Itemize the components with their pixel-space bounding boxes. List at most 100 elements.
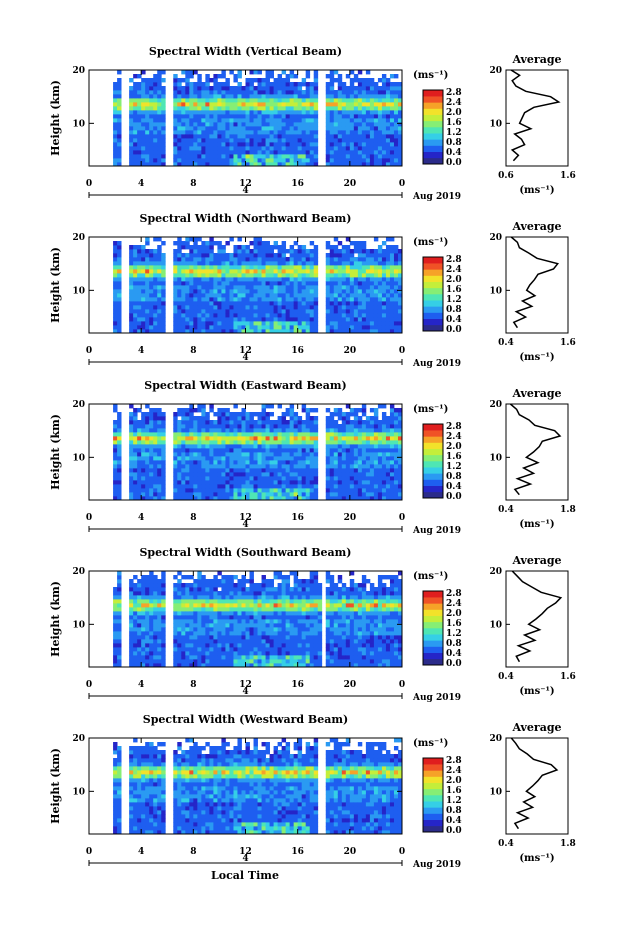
heatmap-cell: [133, 245, 138, 250]
heatmap-cell: [333, 412, 339, 417]
date-label: Aug 2019: [412, 359, 461, 369]
heatmap-cell: [285, 86, 291, 91]
heatmap-cell: [349, 158, 355, 163]
heatmap-cell: [161, 325, 166, 330]
heatmap-cell: [213, 325, 218, 330]
heatmap-cell: [133, 269, 138, 274]
heatmap-cell: [209, 460, 214, 465]
heatmap-cell: [141, 118, 146, 123]
heatmap-cell: [133, 142, 138, 147]
heatmap-cell: [141, 114, 146, 119]
heatmap-cell: [229, 269, 234, 274]
heatmap-cell: [177, 432, 182, 437]
heatmap-cell: [289, 444, 295, 449]
heatmap-cell: [257, 456, 262, 461]
heatmap-cell: [361, 305, 367, 310]
heatmap-cell: [205, 484, 210, 489]
heatmap-cell: [161, 158, 166, 163]
heatmap-cell: [365, 106, 371, 111]
heatmap-cell: [209, 484, 214, 489]
heatmap-cell: [381, 424, 387, 429]
heatmap-cell: [341, 122, 347, 127]
heatmap-cell: [221, 86, 226, 91]
heatmap-cell: [253, 297, 258, 302]
heatmap-cell: [173, 635, 178, 640]
heatmap-cell: [141, 460, 146, 465]
heatmap-cell: [353, 114, 359, 119]
heatmap-cell: [197, 460, 202, 465]
heatmap-cell: [345, 444, 351, 449]
heatmap-cell: [173, 619, 178, 624]
heatmap-cell: [325, 142, 331, 147]
heatmap-cell: [249, 110, 254, 115]
heatmap-cell: [177, 659, 182, 664]
heatmap-cell: [133, 647, 138, 652]
heatmap-cell: [133, 82, 138, 87]
heatmap-cell: [177, 587, 182, 592]
heatmap-cell: [157, 321, 162, 326]
panel-title: Spectral Width (Southward Beam): [139, 546, 351, 559]
heatmap-cell: [345, 265, 351, 270]
heatmap-cell: [137, 579, 142, 584]
heatmap-cell: [217, 118, 222, 123]
heatmap-cell: [309, 484, 315, 489]
heatmap-cell: [161, 142, 166, 147]
heatmap-cell: [157, 106, 162, 111]
heatmap-cell: [313, 436, 319, 441]
heatmap-cell: [281, 420, 287, 425]
heatmap-cell: [341, 126, 347, 131]
heatmap-cell: [261, 440, 266, 445]
heatmap-cell: [389, 293, 395, 298]
heatmap-cell: [145, 237, 150, 242]
heatmap-cell: [297, 154, 303, 159]
heatmap-cell: [357, 269, 363, 274]
heatmap-cell: [241, 142, 246, 147]
heatmap-cell: [133, 126, 138, 131]
heatmap-cell: [373, 158, 379, 163]
heatmap-cell: [157, 281, 162, 286]
heatmap-cell: [157, 301, 162, 306]
heatmap-cell: [237, 86, 242, 91]
heatmap-cell: [137, 591, 142, 596]
heatmap-cell: [297, 126, 303, 131]
heatmap-cell: [341, 416, 347, 421]
heatmap-cell: [385, 424, 391, 429]
heatmap-cell: [113, 428, 118, 433]
heatmap-cell: [329, 277, 335, 282]
heatmap-cell: [389, 305, 395, 310]
heatmap-cell: [249, 162, 254, 167]
heatmap-cell: [273, 289, 278, 294]
heatmap: [113, 404, 403, 501]
heatmap-cell: [389, 460, 395, 465]
heatmap-cell: [217, 261, 222, 266]
heatmap-cell: [193, 428, 198, 433]
heatmap-cell: [313, 492, 319, 497]
heatmap-cell: [257, 476, 262, 481]
heatmap-cell: [217, 460, 222, 465]
heatmap-cell: [385, 146, 391, 151]
heatmap-cell: [377, 86, 383, 91]
heatmap-cell: [201, 444, 206, 449]
heatmap-cell: [349, 480, 355, 485]
heatmap-cell: [233, 484, 238, 489]
heatmap-cell: [381, 150, 387, 155]
heatmap-cell: [253, 321, 258, 326]
heatmap-cell: [341, 452, 347, 457]
heatmap-cell: [337, 289, 343, 294]
heatmap-cell: [245, 448, 250, 453]
heatmap-cell: [133, 293, 138, 298]
heatmap-cell: [297, 448, 303, 453]
heatmap-cell: [373, 154, 379, 159]
heatmap-cell: [281, 460, 287, 465]
heatmap-cell: [129, 313, 134, 318]
heatmap-cell: [141, 456, 146, 461]
heatmap-cell: [129, 643, 134, 648]
heatmap-cell: [357, 118, 363, 123]
heatmap-cell: [305, 436, 311, 441]
heatmap-cell: [177, 86, 182, 91]
heatmap-cell: [289, 253, 295, 258]
heatmap-cell: [157, 627, 162, 632]
heatmap-cell: [129, 114, 134, 119]
heatmap-cell: [189, 460, 194, 465]
colorbar-swatch: [423, 127, 443, 134]
